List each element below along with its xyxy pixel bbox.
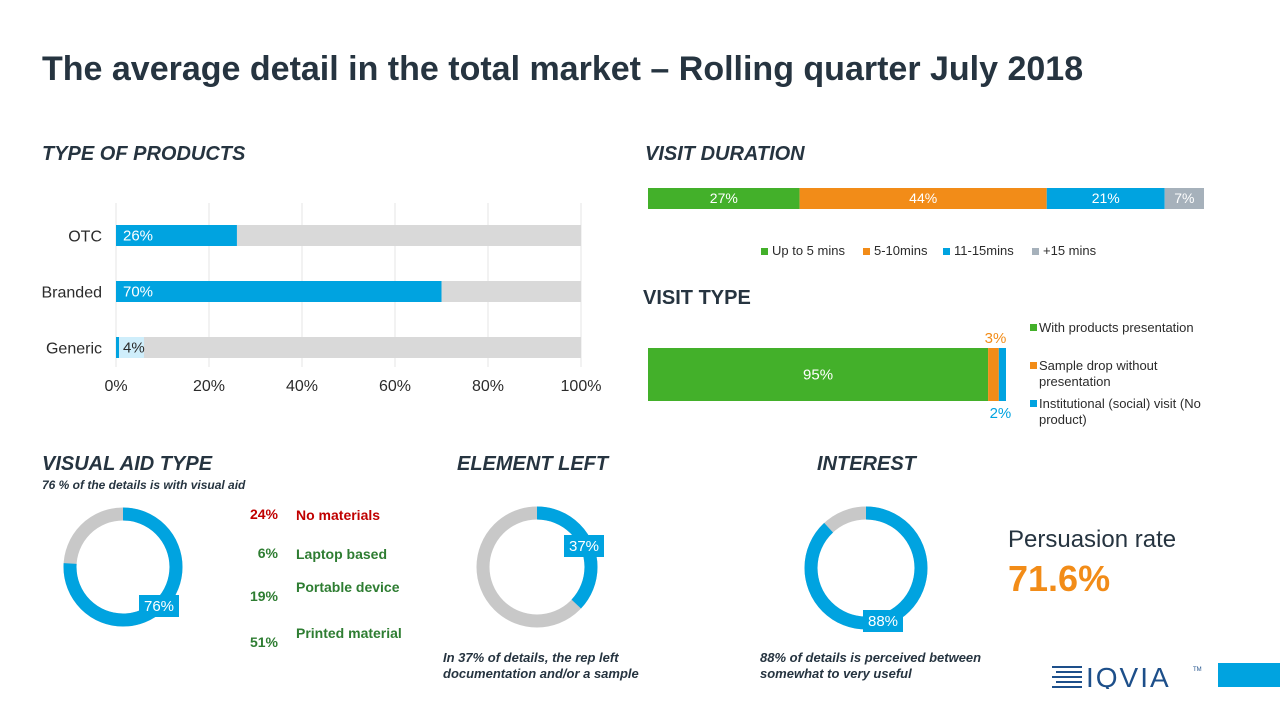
segment-15-mins [1164,188,1204,209]
legend-label: 11-15mins [954,243,1014,258]
donut-value-arc [63,507,183,627]
visual-aid-label: Portable device [296,579,400,595]
legend-swatch [1032,248,1039,256]
element-left-note: In 37% of details, the rep left document… [443,650,639,681]
legend-item-up-to-5-mins: Up to 5 mins [761,243,845,258]
type-of-products-title: TYPE OF PRODUCTS [42,143,246,165]
bar-value-label-generic: 4% [123,340,145,357]
x-tick-label: 40% [286,378,318,395]
iqvia-logo: IQVIA TM [1052,663,1202,689]
legend-swatch [1030,362,1037,369]
x-tick-label: 20% [193,378,225,395]
x-tick-label: 100% [561,378,602,395]
segment-label-5-10mins: 44% [909,190,937,206]
legend-item-5-10mins: 5-10mins [863,243,927,258]
element-left-title: ELEMENT LEFT [457,453,609,475]
visual-aid-pct: 51% [249,634,278,650]
segment-11-15mins [1046,188,1165,209]
persuasion-rate-value: 71.6% [1008,558,1111,599]
legend-label: Up to 5 mins [772,243,845,258]
corner-accent-bar [1218,663,1280,687]
donut-value-badge [564,535,604,557]
visual-aid-type-title: VISUAL AID TYPE [42,453,213,475]
legend-swatch [1030,400,1037,407]
bar-branded [116,281,442,302]
visual-aid-type-donut: 76% [63,507,183,627]
visual-aid-type-subtitle: 76 % of the details is with visual aid [42,478,246,492]
logo-tm: TM [1193,667,1202,673]
interest-note: 88% of details is perceived between some… [760,650,982,681]
x-tick-label: 0% [104,378,127,395]
visual-aid-label: No materials [296,507,381,523]
legend-item-15-mins: +15 mins [1032,243,1096,258]
category-label-generic: Generic [46,341,102,358]
visual-aid-label: Laptop based [296,546,388,562]
legend-swatch [943,248,950,256]
legend-swatch [863,248,870,256]
legend-item-with-products-presentation: With products presentation [1030,320,1210,336]
legend-item-11-15mins: 11-15mins [943,243,1014,258]
segment-label-up-to-5-mins: 27% [710,190,738,206]
legend-label: Sample drop without presentation [1039,358,1158,389]
visual-aid-pct: 6% [257,545,278,561]
bar-value-label-branded: 70% [123,284,153,301]
donut-value-arc [476,506,598,628]
interest-donut: 88% [804,506,928,632]
visual-aid-pct: 24% [249,506,278,522]
legend-label: With products presentation [1039,320,1194,335]
legend-swatch [1030,324,1037,331]
category-label-branded: Branded [42,285,103,302]
donut-value-arc [804,506,928,630]
legend-swatch [761,248,768,256]
segment-label-institutional-social-visit-no-product: 2% [990,405,1012,422]
visual-aid-pct: 19% [249,588,278,604]
bar-value-bg-generic [119,337,144,358]
legend-item-institutional-social-visit-no-product: Institutional (social) visit (No product… [1030,396,1210,428]
legend-item-sample-drop-without-presentation: Sample drop without presentation [1030,358,1210,390]
persuasion-rate-label: Persuasion rate [1008,526,1177,553]
visual-aid-label: Printed material [296,625,402,641]
segment-label-with-products-presentation: 95% [803,367,833,384]
visit-duration-chart: 27% 44% 21% 7% [648,188,1204,209]
donut-value-badge [139,595,179,617]
segment-up-to-5-mins [648,188,800,209]
donut-value-badge [863,610,903,632]
interest-title: INTEREST [817,453,916,475]
visit-type-title: VISIT TYPE [643,287,751,309]
x-tick-label: 60% [379,378,411,395]
segment-with-products-presentation [648,348,989,401]
donut-value-label: 88% [868,613,898,630]
category-label-otc: OTC [68,229,102,246]
logo-text: IQVIA [1086,663,1171,689]
page-title: The average detail in the total market –… [42,50,1084,88]
bar-otc [116,225,237,246]
donut-value-label: 37% [569,538,599,555]
bar-value-label-otc: 26% [123,228,153,245]
element-left-donut: 37% [476,506,604,628]
type-of-products-chart: OTC 26% Branded 70% Generic 4% 0% 20% 40% 60% 80%… [42,203,601,395]
segment-sample-drop-without-presentation [988,348,999,401]
legend-label: 5-10mins [874,243,928,258]
segment-label-sample-drop-without-presentation: 3% [985,330,1007,347]
x-tick-label: 80% [472,378,504,395]
segment-institutional-social-visit-no-product [998,348,1006,401]
visit-type-chart: 95% 3% 2% [648,330,1012,422]
segment-label-11-15mins: 21% [1092,190,1120,206]
legend-label: Institutional (social) visit (No product… [1039,396,1201,427]
bar-track-generic [116,337,581,358]
donut-value-label: 76% [144,598,174,615]
legend-label: +15 mins [1043,243,1097,258]
segment-label-15-mins: 7% [1174,190,1194,206]
type-of-products-bars: OTC 26% Branded 70% Generic 4% [42,225,581,358]
type-of-products-x-ticks: 0% 20% 40% 60% 80% 100% [104,378,601,395]
segment-5-10mins [799,188,1047,209]
visit-duration-title: VISIT DURATION [645,143,805,165]
